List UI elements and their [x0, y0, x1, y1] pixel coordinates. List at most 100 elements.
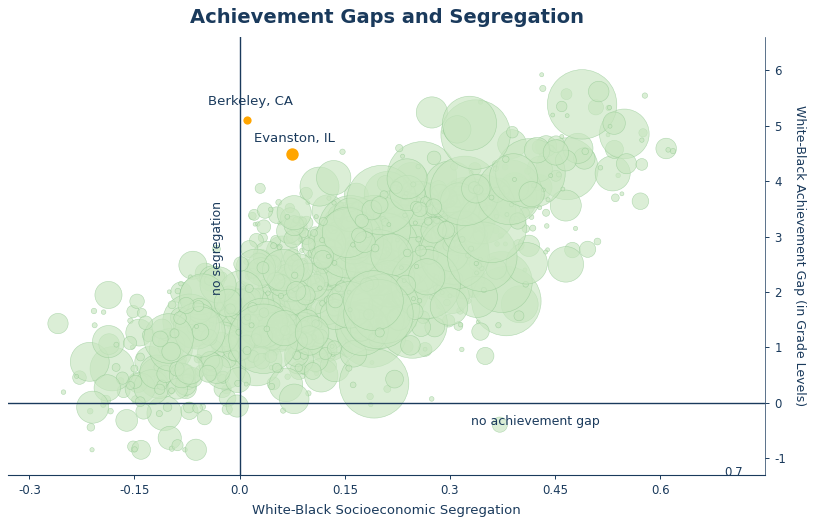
- Point: [392, 220, 405, 229]
- Point: [449, 238, 462, 247]
- Point: [525, 213, 538, 221]
- Point: [295, 308, 309, 316]
- Point: [448, 180, 461, 188]
- Point: [326, 225, 339, 234]
- Point: [70, 372, 83, 381]
- Point: [342, 239, 355, 248]
- Point: [179, 370, 192, 379]
- Point: [452, 322, 465, 330]
- Point: [527, 181, 540, 190]
- Point: [395, 241, 408, 249]
- Point: [249, 265, 262, 273]
- Point: [519, 280, 532, 289]
- Point: [348, 300, 361, 308]
- Point: [241, 313, 254, 321]
- Point: [403, 314, 416, 323]
- Point: [101, 384, 114, 392]
- Point: [270, 271, 283, 279]
- Point: [230, 402, 243, 410]
- Point: [194, 328, 207, 336]
- Point: [300, 233, 313, 242]
- Point: [102, 291, 115, 299]
- Point: [370, 212, 383, 220]
- Point: [301, 317, 314, 325]
- Point: [287, 395, 300, 403]
- Point: [317, 256, 330, 264]
- Point: [292, 264, 305, 272]
- Point: [348, 245, 361, 253]
- Point: [240, 116, 253, 124]
- Point: [318, 346, 331, 354]
- Point: [508, 175, 521, 184]
- Point: [269, 319, 282, 327]
- Point: [171, 385, 184, 393]
- Point: [130, 297, 143, 306]
- Point: [511, 217, 524, 225]
- Point: [447, 223, 460, 231]
- Point: [162, 334, 175, 343]
- Point: [462, 213, 475, 221]
- Point: [444, 249, 457, 258]
- Point: [117, 387, 130, 395]
- Point: [271, 314, 284, 323]
- Point: [470, 269, 484, 277]
- Point: [356, 247, 369, 255]
- Point: [252, 275, 265, 284]
- Point: [265, 260, 278, 269]
- Point: [400, 190, 413, 198]
- Point: [541, 246, 554, 254]
- Point: [206, 286, 219, 295]
- Point: [282, 293, 295, 301]
- Point: [285, 281, 298, 290]
- Point: [346, 201, 359, 209]
- Point: [593, 87, 606, 96]
- Point: [581, 245, 594, 254]
- Point: [438, 234, 451, 242]
- Point: [431, 206, 444, 215]
- Point: [270, 364, 283, 372]
- Point: [210, 245, 223, 253]
- Point: [126, 343, 139, 351]
- Point: [400, 175, 413, 184]
- Point: [364, 328, 377, 337]
- Point: [606, 169, 619, 177]
- Point: [305, 329, 318, 337]
- Point: [423, 281, 436, 290]
- Point: [289, 345, 302, 353]
- Point: [163, 288, 176, 296]
- Point: [165, 341, 178, 350]
- Point: [295, 246, 309, 255]
- Point: [174, 313, 187, 322]
- Point: [425, 293, 438, 302]
- Point: [373, 327, 386, 335]
- Point: [440, 200, 453, 208]
- Point: [444, 183, 457, 191]
- Point: [303, 278, 316, 286]
- Point: [392, 144, 405, 152]
- Point: [549, 148, 562, 156]
- Point: [473, 261, 486, 270]
- Point: [254, 184, 267, 193]
- Point: [398, 211, 411, 219]
- Point: [128, 364, 141, 373]
- Point: [467, 221, 480, 229]
- Point: [331, 276, 344, 284]
- Point: [265, 382, 278, 391]
- Point: [174, 279, 187, 288]
- Point: [232, 332, 245, 341]
- Point: [290, 230, 303, 239]
- Point: [129, 395, 142, 404]
- Point: [208, 307, 221, 316]
- Point: [508, 194, 521, 203]
- Point: [311, 263, 324, 271]
- Point: [618, 130, 631, 138]
- Point: [260, 326, 274, 334]
- Point: [533, 183, 546, 192]
- Point: [499, 163, 512, 171]
- Point: [345, 282, 358, 291]
- Point: [414, 247, 427, 255]
- Point: [370, 336, 383, 344]
- Point: [51, 319, 64, 328]
- Point: [482, 212, 495, 220]
- Point: [431, 216, 444, 225]
